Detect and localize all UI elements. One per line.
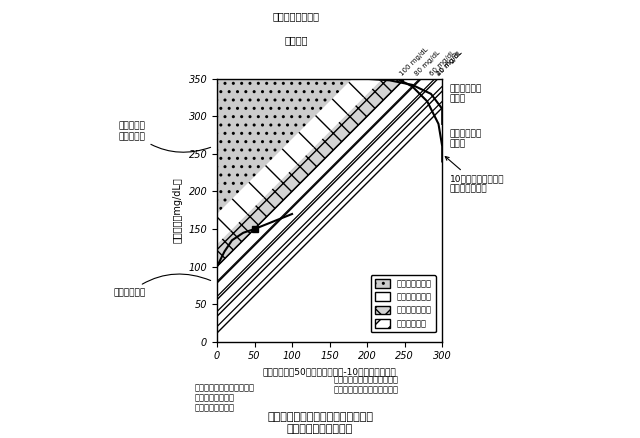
Text: 100 mg/dL: 100 mg/dL xyxy=(399,46,429,77)
Text: 治療安全: 治療安全 xyxy=(284,35,308,45)
Legend: 低血糖リスク高, 低血糖リスク中, 低血糖リスク低, ターゲット内: 低血糖リスク高, 低血糖リスク中, 低血糖リスク低, ターゲット内 xyxy=(371,275,436,332)
Text: 高変動線＝低血糖リスク高と
ターゲットメジアンとの交点: 高変動線＝低血糖リスク高と ターゲットメジアンとの交点 xyxy=(333,375,398,395)
Text: 40 mg/dL: 40 mg/dL xyxy=(436,49,464,77)
Text: セントロイド: セントロイド xyxy=(113,274,211,297)
Y-axis label: メジアン（mg/dL）: メジアン（mg/dL） xyxy=(173,177,183,243)
Text: 80 mg/dL: 80 mg/dL xyxy=(413,49,441,77)
Text: 低血糖リスク
高曲線: 低血糖リスク 高曲線 xyxy=(450,129,482,148)
Text: ターゲット
メジアン線: ターゲット メジアン線 xyxy=(119,122,211,152)
Text: 低血糖リスク
中曲線: 低血糖リスク 中曲線 xyxy=(450,84,482,103)
Text: 不確実性境界の機能形態を使用する
コントロールグリッド: 不確実性境界の機能形態を使用する コントロールグリッド xyxy=(267,412,373,434)
Text: 中変動線＝非糖尿病患者の
平均低範囲変動の
３標準偏差だけ上: 中変動線＝非糖尿病患者の 平均低範囲変動の ３標準偏差だけ上 xyxy=(195,383,255,413)
Text: 10パーセンタイルは
ゼロ線に等しい: 10パーセンタイルは ゼロ線に等しい xyxy=(445,156,504,194)
X-axis label: 低範囲変動、50パーセンタイル-10パーセンタイル: 低範囲変動、50パーセンタイル-10パーセンタイル xyxy=(263,367,396,376)
Text: 60 mg/dL: 60 mg/dL xyxy=(429,49,456,77)
Text: 20 mg/dL: 20 mg/dL xyxy=(436,49,464,77)
Text: 治療安全線１～５: 治療安全線１～５ xyxy=(272,11,319,21)
